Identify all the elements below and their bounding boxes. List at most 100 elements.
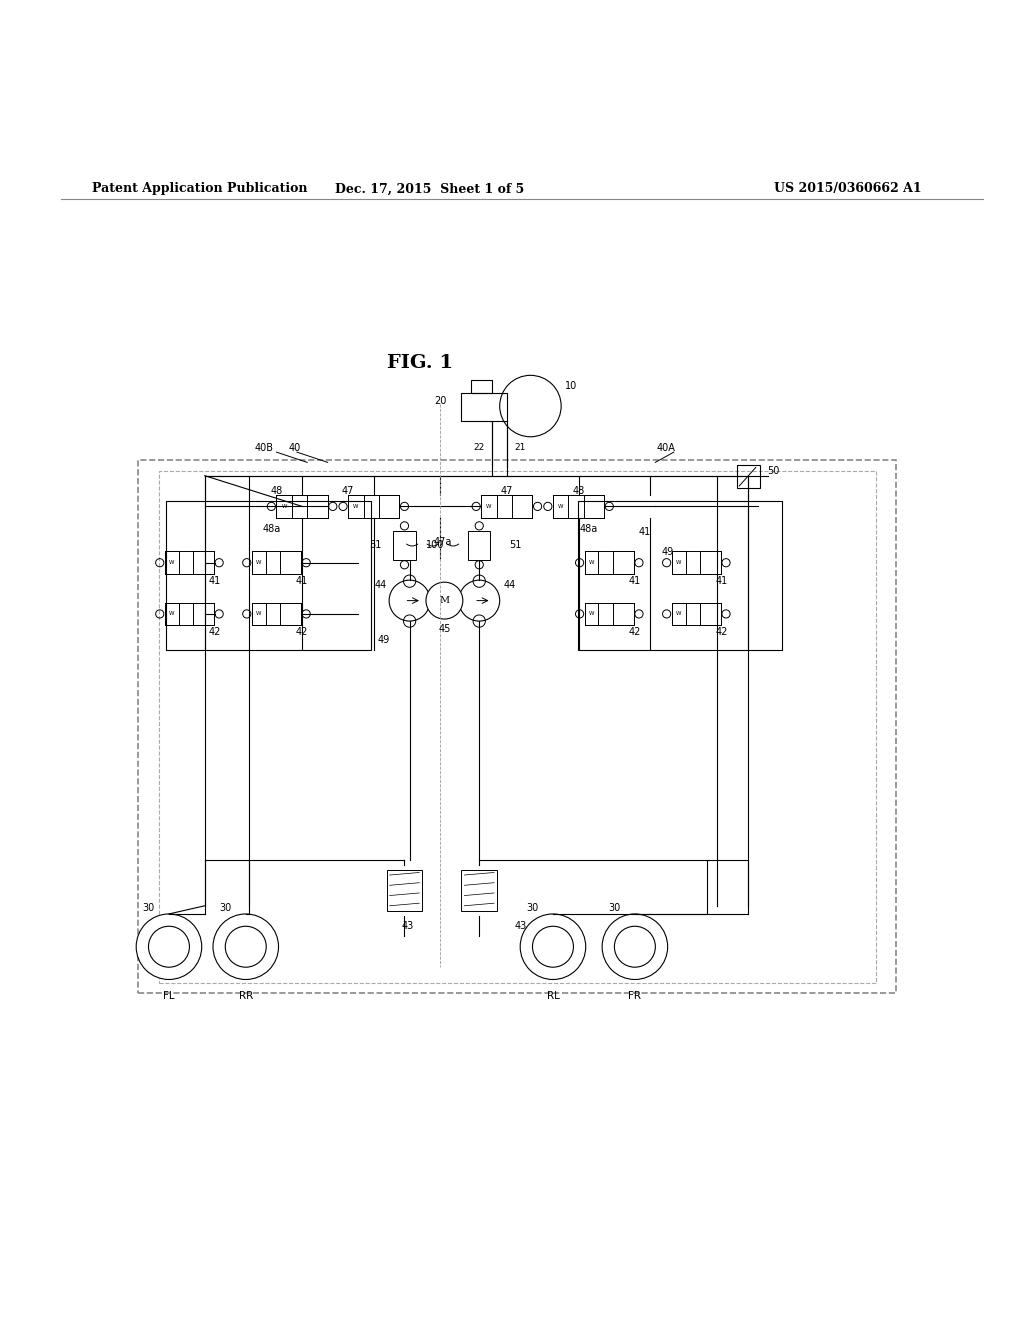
Text: Patent Application Publication: Patent Application Publication bbox=[92, 182, 307, 195]
Text: 41: 41 bbox=[639, 527, 651, 537]
Text: RR: RR bbox=[239, 991, 253, 1001]
Bar bbox=[166, 502, 371, 649]
Bar bbox=[165, 603, 178, 626]
Bar bbox=[700, 603, 721, 626]
Bar bbox=[348, 495, 399, 517]
Bar bbox=[737, 466, 760, 488]
Text: W: W bbox=[676, 560, 681, 565]
Text: 20: 20 bbox=[434, 396, 446, 407]
Text: 10: 10 bbox=[565, 380, 578, 391]
Text: W: W bbox=[169, 611, 174, 616]
Bar bbox=[672, 603, 685, 626]
Bar bbox=[481, 495, 497, 517]
Text: W: W bbox=[256, 611, 261, 616]
Text: 40: 40 bbox=[289, 444, 301, 453]
Bar bbox=[348, 495, 364, 517]
Text: 42: 42 bbox=[716, 627, 728, 638]
Text: 30: 30 bbox=[608, 903, 621, 913]
Circle shape bbox=[614, 927, 655, 968]
Text: 51: 51 bbox=[509, 540, 521, 550]
Bar bbox=[276, 495, 292, 517]
Circle shape bbox=[389, 579, 430, 622]
Text: W: W bbox=[282, 504, 287, 510]
Circle shape bbox=[148, 927, 189, 968]
Bar bbox=[613, 603, 634, 626]
Text: 43: 43 bbox=[401, 921, 414, 931]
Circle shape bbox=[520, 913, 586, 979]
Text: 50: 50 bbox=[767, 466, 779, 475]
Text: W: W bbox=[169, 560, 174, 565]
Bar bbox=[194, 603, 214, 626]
Text: 48a: 48a bbox=[262, 524, 281, 533]
Circle shape bbox=[459, 579, 500, 622]
Bar bbox=[672, 552, 721, 574]
Text: 43: 43 bbox=[514, 921, 526, 931]
Circle shape bbox=[136, 913, 202, 979]
Text: FIG. 1: FIG. 1 bbox=[387, 354, 453, 372]
Text: 30: 30 bbox=[219, 903, 231, 913]
Bar bbox=[165, 552, 178, 574]
Circle shape bbox=[602, 913, 668, 979]
Bar bbox=[276, 495, 328, 517]
Bar bbox=[512, 495, 532, 517]
Bar bbox=[252, 603, 301, 626]
Text: 47: 47 bbox=[501, 486, 513, 496]
Bar bbox=[471, 380, 492, 393]
Text: RL: RL bbox=[547, 991, 559, 1001]
Text: FL: FL bbox=[163, 991, 175, 1001]
Bar bbox=[613, 552, 634, 574]
Text: W: W bbox=[353, 504, 358, 510]
Text: 100: 100 bbox=[426, 540, 444, 550]
Text: US 2015/0360662 A1: US 2015/0360662 A1 bbox=[774, 182, 922, 195]
Bar bbox=[252, 552, 301, 574]
Bar bbox=[159, 470, 876, 982]
Bar bbox=[578, 502, 782, 649]
Text: 48a: 48a bbox=[580, 524, 598, 533]
Bar bbox=[165, 603, 214, 626]
Text: 48: 48 bbox=[270, 486, 283, 496]
Text: 22: 22 bbox=[474, 442, 484, 451]
Bar bbox=[585, 603, 598, 626]
Text: 51: 51 bbox=[370, 540, 382, 550]
Text: 30: 30 bbox=[142, 903, 155, 913]
Bar bbox=[585, 552, 598, 574]
Bar bbox=[307, 495, 328, 517]
Text: 41: 41 bbox=[209, 576, 221, 586]
Text: 41: 41 bbox=[716, 576, 728, 586]
Text: Dec. 17, 2015  Sheet 1 of 5: Dec. 17, 2015 Sheet 1 of 5 bbox=[336, 182, 524, 195]
Bar bbox=[194, 552, 214, 574]
Text: W: W bbox=[676, 611, 681, 616]
Text: 49: 49 bbox=[662, 548, 674, 557]
Text: W: W bbox=[256, 560, 261, 565]
Text: 47: 47 bbox=[342, 486, 354, 496]
Text: 41: 41 bbox=[629, 576, 641, 586]
Bar bbox=[700, 552, 721, 574]
Text: FR: FR bbox=[629, 991, 641, 1001]
Bar bbox=[138, 461, 896, 993]
Text: 40A: 40A bbox=[656, 444, 675, 453]
Bar bbox=[585, 603, 634, 626]
Bar bbox=[281, 552, 301, 574]
Text: 44: 44 bbox=[375, 581, 387, 590]
Circle shape bbox=[500, 375, 561, 437]
Text: 42: 42 bbox=[296, 627, 308, 638]
Bar bbox=[281, 603, 301, 626]
Text: W: W bbox=[558, 504, 563, 510]
Bar bbox=[553, 495, 568, 517]
Text: 49: 49 bbox=[378, 635, 390, 644]
Text: W: W bbox=[589, 611, 594, 616]
Bar bbox=[585, 552, 634, 574]
Text: 48: 48 bbox=[572, 486, 585, 496]
Circle shape bbox=[225, 927, 266, 968]
Text: M: M bbox=[439, 597, 450, 605]
Bar bbox=[165, 552, 214, 574]
Circle shape bbox=[532, 927, 573, 968]
Bar bbox=[468, 531, 490, 560]
Bar bbox=[672, 552, 685, 574]
Bar bbox=[387, 870, 422, 911]
Text: 45: 45 bbox=[438, 624, 451, 635]
Text: 40B: 40B bbox=[255, 444, 273, 453]
Bar bbox=[584, 495, 604, 517]
Text: W: W bbox=[589, 560, 594, 565]
Text: 42: 42 bbox=[629, 627, 641, 638]
